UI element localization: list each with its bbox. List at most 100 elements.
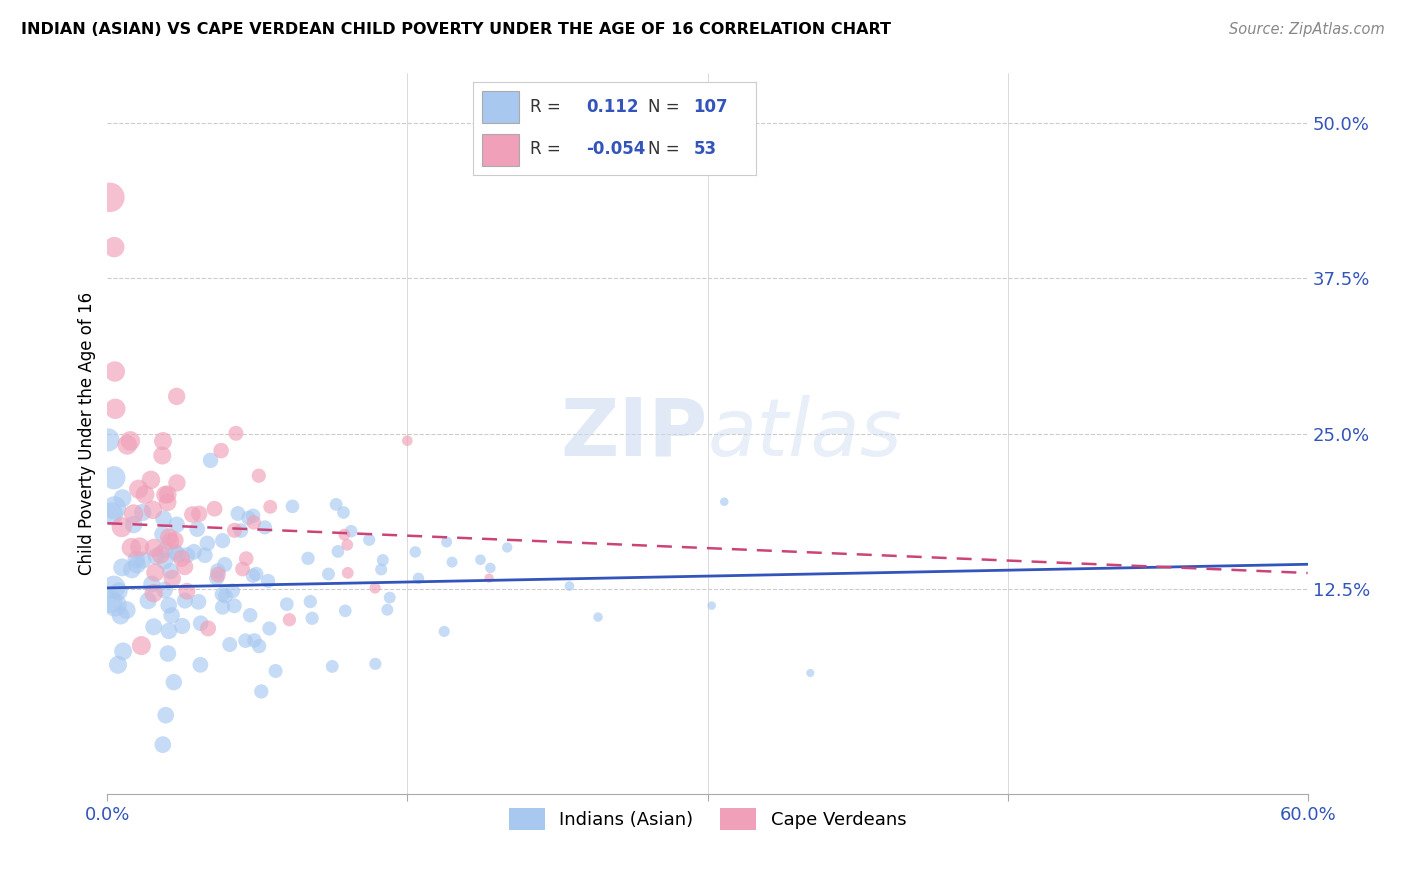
Point	[250, 684, 273, 698]
Point	[340, 524, 363, 539]
Text: atlas: atlas	[707, 394, 903, 473]
Point	[242, 508, 264, 523]
Point	[117, 438, 139, 452]
Point	[235, 633, 257, 648]
Point	[226, 507, 249, 521]
Point	[159, 564, 181, 578]
Point	[152, 511, 174, 525]
Point	[243, 516, 266, 530]
Point	[195, 536, 218, 550]
Point	[371, 553, 394, 567]
Point	[142, 586, 165, 600]
Point	[103, 580, 125, 594]
Point	[170, 551, 193, 566]
Point	[107, 584, 129, 599]
Point	[186, 522, 208, 536]
Point	[115, 603, 138, 617]
Point	[142, 620, 165, 634]
Y-axis label: Child Poverty Under the Age of 16: Child Poverty Under the Age of 16	[79, 292, 96, 575]
Point	[207, 567, 229, 582]
Point	[333, 527, 356, 541]
Point	[122, 517, 145, 532]
Point	[107, 657, 129, 672]
Text: Source: ZipAtlas.com: Source: ZipAtlas.com	[1229, 22, 1385, 37]
Point	[156, 487, 179, 501]
Point	[209, 443, 232, 458]
Point	[281, 500, 304, 514]
Point	[318, 567, 340, 582]
Point	[111, 520, 134, 534]
Point	[470, 553, 492, 567]
Point	[97, 433, 120, 447]
Point	[174, 593, 197, 607]
Point	[152, 527, 174, 541]
Point	[364, 581, 387, 595]
Point	[224, 524, 246, 538]
Point	[259, 622, 281, 636]
Point	[173, 559, 195, 574]
Point	[211, 587, 233, 601]
Point	[211, 533, 233, 548]
Point	[160, 608, 183, 623]
Point	[156, 647, 179, 661]
Point	[325, 497, 347, 511]
Point	[321, 659, 343, 673]
Point	[183, 545, 205, 559]
Point	[150, 449, 173, 463]
Point	[207, 564, 229, 578]
Point	[257, 574, 280, 588]
Point	[433, 624, 456, 639]
Point	[100, 507, 122, 521]
Point	[247, 639, 270, 653]
Point	[235, 551, 257, 566]
Point	[700, 599, 723, 613]
Point	[335, 604, 357, 618]
Text: ZIP: ZIP	[560, 394, 707, 473]
Point	[132, 553, 155, 567]
Point	[128, 540, 150, 554]
Point	[121, 562, 143, 576]
Point	[225, 426, 247, 441]
Point	[204, 501, 226, 516]
Point	[190, 616, 212, 631]
Point	[153, 554, 176, 568]
Point	[98, 190, 121, 204]
Point	[253, 520, 276, 534]
Point	[242, 568, 264, 582]
Point	[478, 571, 501, 585]
Point	[378, 591, 401, 605]
Point	[214, 558, 236, 572]
Point	[141, 577, 163, 591]
Point	[152, 738, 174, 752]
Point	[479, 561, 502, 575]
Point	[112, 644, 135, 658]
Point	[125, 552, 148, 566]
Point	[152, 434, 174, 448]
Point	[336, 566, 359, 580]
Point	[278, 613, 301, 627]
Point	[167, 548, 190, 562]
Legend: Indians (Asian), Cape Verdeans: Indians (Asian), Cape Verdeans	[499, 799, 915, 839]
Point	[176, 548, 198, 562]
Point	[404, 545, 426, 559]
Point	[156, 495, 179, 509]
Point	[103, 500, 125, 515]
Point	[332, 506, 354, 520]
Point	[377, 603, 399, 617]
Point	[326, 544, 349, 558]
Point	[153, 542, 176, 557]
Point	[163, 675, 186, 690]
Point	[232, 562, 254, 576]
Point	[104, 364, 127, 378]
Point	[166, 389, 188, 403]
Point	[370, 562, 392, 576]
Point	[496, 541, 519, 555]
Point	[224, 599, 246, 613]
Point	[143, 541, 166, 555]
Point	[211, 600, 233, 615]
Point	[188, 507, 211, 521]
Point	[359, 533, 381, 547]
Point	[125, 558, 148, 572]
Point	[299, 594, 322, 608]
Point	[166, 517, 188, 532]
